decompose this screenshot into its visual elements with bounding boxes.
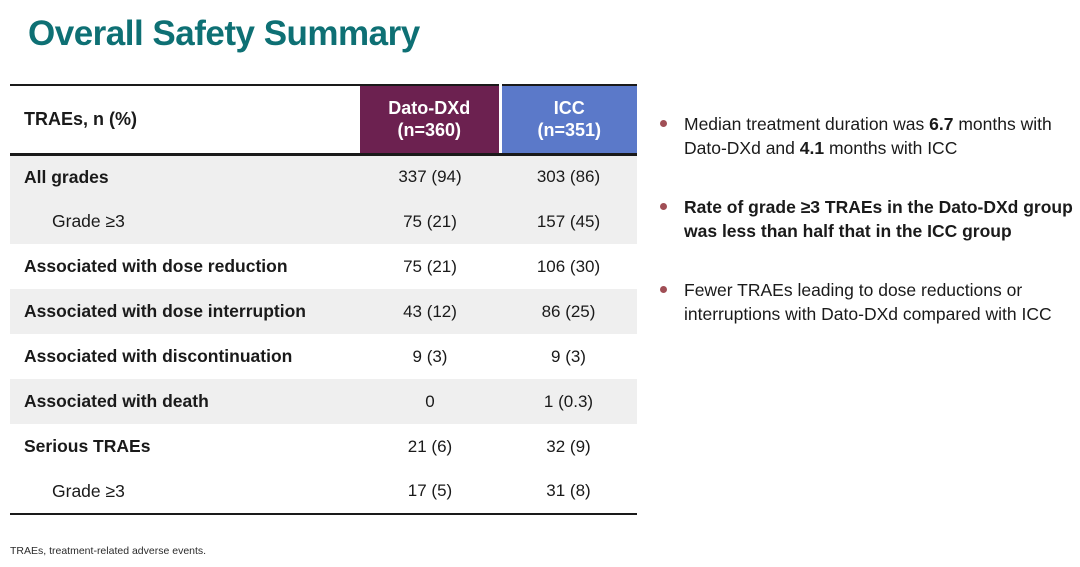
row-label: Grade ≥3 (52, 480, 125, 501)
key-point-text: Fewer TRAEs leading to dose reductions o… (684, 280, 1052, 324)
table-row: Associated with discontinuation 9 (3) 9 (3… (10, 334, 637, 379)
row-label: Grade ≥3 (52, 211, 125, 231)
table-row: Associated with dose reduction 75 (21) 106… (10, 244, 637, 289)
table-row: Grade ≥3 17 (5) 31 (8) (10, 469, 637, 514)
icc-value: 1 (0.3) (543, 391, 594, 411)
icc-value: 31 (8) (546, 481, 591, 500)
dato-dxd-value: 0 (425, 391, 435, 411)
footnote: TRAEs, treatment-related adverse events. (10, 545, 207, 557)
safety-table: TRAEs, n (%) Dato-DXd (n=360) ICC (n=351… (10, 84, 637, 515)
key-point-text: Median treatment duration was 6.7 months… (684, 114, 1052, 158)
page-title: Overall Safety Summary (28, 14, 420, 53)
bullet-icon (660, 286, 667, 293)
dato-dxd-arm-name: Dato-DXd (388, 97, 471, 118)
row-label: Associated with death (24, 391, 209, 411)
key-point-text: Rate of grade ≥3 TRAEs in the Dato-DXd g… (684, 197, 1073, 241)
dato-dxd-value: 337 (94) (398, 167, 462, 187)
dato-dxd-arm-n: (n=360) (397, 120, 462, 141)
table-row: Serious TRAEs 21 (6) 32 (9) (10, 424, 637, 469)
key-points-list: Median treatment duration was 6.7 months… (658, 112, 1076, 361)
icc-value: 86 (25) (541, 301, 596, 321)
icc-value: 303 (86) (536, 167, 601, 187)
icc-value: 32 (9) (546, 436, 591, 456)
traes-table: TRAEs, n (%) Dato-DXd (n=360) ICC (n=351… (10, 84, 637, 515)
dato-dxd-value: 75 (21) (403, 256, 457, 276)
dato-dxd-value: 9 (3) (412, 346, 448, 366)
dato-dxd-value: 75 (21) (403, 211, 457, 231)
row-label: Associated with dose interruption (24, 301, 306, 321)
dato-dxd-value: 43 (12) (403, 301, 457, 321)
table-header-traes: TRAEs, n (%) (10, 85, 360, 156)
dato-dxd-value: 17 (5) (407, 481, 453, 500)
row-label: All grades (24, 166, 109, 187)
table-header-dato-dxd: Dato-DXd (n=360) (360, 85, 500, 156)
table-row: Grade ≥3 75 (21) 157 (45) (10, 199, 637, 244)
table-row: Associated with dose interruption 43 (12)… (10, 289, 637, 334)
key-point: Rate of grade ≥3 TRAEs in the Dato-DXd g… (658, 195, 1076, 243)
key-point: Median treatment duration was 6.7 months… (658, 112, 1076, 160)
row-label: Associated with dose reduction (24, 256, 288, 276)
table-header-icc: ICC (n=351) (498, 85, 637, 156)
dato-dxd-value: 21 (6) (407, 436, 453, 456)
icc-arm-name: ICC (553, 97, 585, 118)
row-label: Serious TRAEs (24, 436, 151, 456)
key-point: Fewer TRAEs leading to dose reductions o… (658, 278, 1076, 326)
icc-arm-n: (n=351) (537, 120, 602, 141)
table-row: All grades 337 (94) 303 (86) (10, 154, 637, 199)
icc-value: 157 (45) (536, 211, 601, 231)
row-label: Associated with discontinuation (24, 346, 293, 366)
table-header-row: TRAEs, n (%) Dato-DXd (n=360) ICC (n=351… (10, 85, 637, 156)
bullet-icon (660, 203, 667, 210)
table-body: All grades 337 (94) 303 (86) Grade ≥3 75 (21… (10, 154, 637, 514)
icc-value: 9 (3) (551, 346, 586, 366)
table-row: Associated with death 0 1 (0.3) (10, 379, 637, 424)
bullet-icon (660, 120, 667, 127)
icc-value: 106 (30) (536, 256, 601, 276)
